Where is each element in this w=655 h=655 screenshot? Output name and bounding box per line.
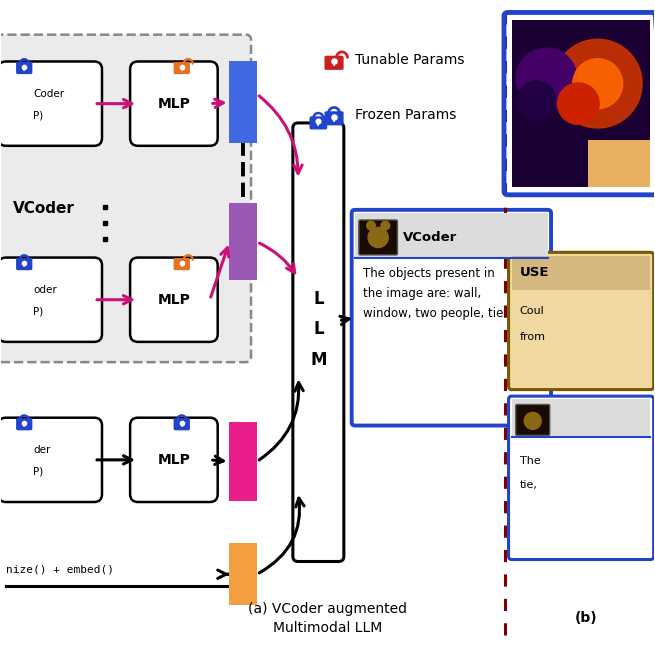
FancyBboxPatch shape xyxy=(0,62,102,146)
Bar xyxy=(512,400,650,438)
Circle shape xyxy=(524,413,541,429)
FancyBboxPatch shape xyxy=(515,405,550,436)
Text: nize() + embed(): nize() + embed() xyxy=(6,565,114,574)
Bar xyxy=(512,20,650,187)
FancyBboxPatch shape xyxy=(0,257,102,342)
Text: MLP: MLP xyxy=(157,97,191,111)
Bar xyxy=(229,422,257,500)
Text: MLP: MLP xyxy=(157,453,191,467)
FancyBboxPatch shape xyxy=(17,259,31,269)
FancyBboxPatch shape xyxy=(325,112,343,124)
Text: Tunable Params: Tunable Params xyxy=(355,52,464,67)
Text: der: der xyxy=(33,445,50,455)
Bar xyxy=(512,255,650,290)
FancyBboxPatch shape xyxy=(17,63,31,73)
Circle shape xyxy=(557,83,599,124)
FancyBboxPatch shape xyxy=(130,418,217,502)
FancyBboxPatch shape xyxy=(310,117,327,129)
FancyBboxPatch shape xyxy=(325,56,343,69)
Text: oder: oder xyxy=(33,284,57,295)
Bar xyxy=(229,203,257,280)
FancyBboxPatch shape xyxy=(174,419,189,430)
Circle shape xyxy=(572,59,623,109)
Circle shape xyxy=(517,81,556,120)
FancyBboxPatch shape xyxy=(130,257,217,342)
FancyBboxPatch shape xyxy=(0,418,102,502)
Circle shape xyxy=(367,221,375,230)
Circle shape xyxy=(381,221,390,230)
Text: L
L
M: L L M xyxy=(310,290,327,369)
Text: P): P) xyxy=(33,306,44,316)
Bar xyxy=(355,213,548,257)
Text: P): P) xyxy=(33,466,44,476)
Text: VCoder: VCoder xyxy=(12,201,74,216)
FancyBboxPatch shape xyxy=(17,419,31,430)
Text: (b): (b) xyxy=(574,611,597,626)
Circle shape xyxy=(368,227,388,248)
FancyBboxPatch shape xyxy=(508,252,654,390)
FancyBboxPatch shape xyxy=(359,220,398,255)
FancyBboxPatch shape xyxy=(0,35,251,362)
Circle shape xyxy=(553,39,642,128)
FancyBboxPatch shape xyxy=(174,259,189,269)
Bar xyxy=(229,62,257,143)
Text: Coder: Coder xyxy=(33,88,64,98)
FancyBboxPatch shape xyxy=(352,210,551,426)
Text: Frozen Params: Frozen Params xyxy=(355,108,457,122)
Text: tie,: tie, xyxy=(519,480,538,490)
Text: USE: USE xyxy=(519,266,549,279)
Text: The objects present in
the image are: wall,
window, two people, tie.: The objects present in the image are: wa… xyxy=(363,267,507,320)
FancyBboxPatch shape xyxy=(293,123,344,561)
Circle shape xyxy=(516,48,577,109)
FancyBboxPatch shape xyxy=(130,62,217,146)
Text: from: from xyxy=(519,332,546,342)
Text: (a) VCoder augmented
Multimodal LLM: (a) VCoder augmented Multimodal LLM xyxy=(248,601,407,635)
Text: Coul: Coul xyxy=(519,306,544,316)
Bar xyxy=(229,543,257,605)
Text: MLP: MLP xyxy=(157,293,191,307)
Text: VCoder: VCoder xyxy=(403,231,457,244)
Text: P): P) xyxy=(33,110,44,120)
FancyBboxPatch shape xyxy=(508,396,654,559)
FancyBboxPatch shape xyxy=(174,63,189,73)
Text: The: The xyxy=(519,456,540,466)
Bar xyxy=(588,140,650,187)
